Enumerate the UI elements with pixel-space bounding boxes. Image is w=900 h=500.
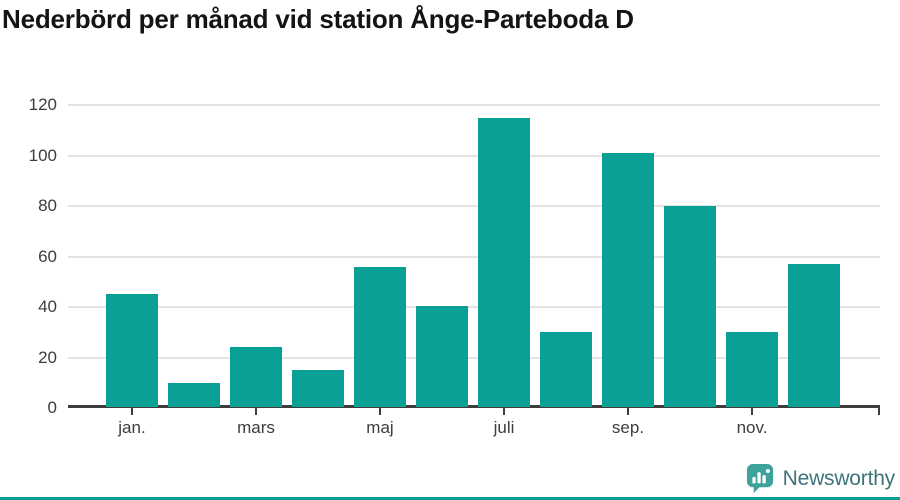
x-axis-tick-label-maj: maj xyxy=(366,418,394,437)
gridline-20 xyxy=(68,356,880,359)
bar-sep xyxy=(602,152,654,407)
x-axis-tick-label-juli: juli xyxy=(493,418,515,437)
bar-jan xyxy=(106,294,158,407)
gridline-80 xyxy=(68,205,880,207)
bar-febr xyxy=(168,382,220,407)
y-axis-tick-label-20: 20 xyxy=(38,347,57,367)
y-axis-tick-label-80: 80 xyxy=(38,196,57,215)
bar-juli xyxy=(478,117,530,407)
y-axis-tick-label-40: 40 xyxy=(38,297,57,316)
newsworthy-icon xyxy=(746,464,773,493)
x-axis-tick-sep xyxy=(627,408,629,415)
y-axis-tick-label-0: 0 xyxy=(47,398,57,417)
x-axis-tick-juli xyxy=(503,408,505,415)
bar-dec xyxy=(788,264,840,407)
y-axis-tick-label-60: 60 xyxy=(38,246,57,266)
x-axis-tick-label-sep: sep. xyxy=(611,418,645,437)
bar-nov xyxy=(726,332,778,407)
gridline-120 xyxy=(68,104,880,106)
gridline-100 xyxy=(68,154,880,157)
bar-april xyxy=(292,370,344,407)
y-axis-tick-label-100: 100 xyxy=(28,145,57,165)
x-axis-line xyxy=(68,405,880,408)
x-axis-tick-nov xyxy=(751,408,753,415)
chart-title: Nederbörd per månad vid station Ånge-Par… xyxy=(2,4,634,34)
bar-okt xyxy=(664,206,716,407)
x-axis-tick-jan xyxy=(131,408,133,415)
x-axis-tick-label-mars: mars xyxy=(237,418,275,437)
x-axis-tick-maj xyxy=(379,408,381,415)
y-axis-tick-label-120: 120 xyxy=(28,95,57,114)
x-axis-tick-label-jan: jan. xyxy=(118,418,146,437)
bar-aug xyxy=(540,332,592,407)
newsworthy-logo[interactable]: Newsworthy xyxy=(746,463,895,494)
x-axis-tick-mars xyxy=(255,408,257,415)
x-axis-tick-label-nov: nov. xyxy=(736,418,768,437)
bar-juni xyxy=(416,305,468,407)
gridline-40 xyxy=(68,306,880,308)
x-axis-end-tick xyxy=(878,408,880,415)
gridline-60 xyxy=(68,255,880,258)
bottom-accent-rule xyxy=(0,497,900,500)
bar-maj xyxy=(354,266,406,407)
bar-mars xyxy=(230,347,282,407)
newsworthy-brand-text: Newsworthy xyxy=(782,466,896,490)
